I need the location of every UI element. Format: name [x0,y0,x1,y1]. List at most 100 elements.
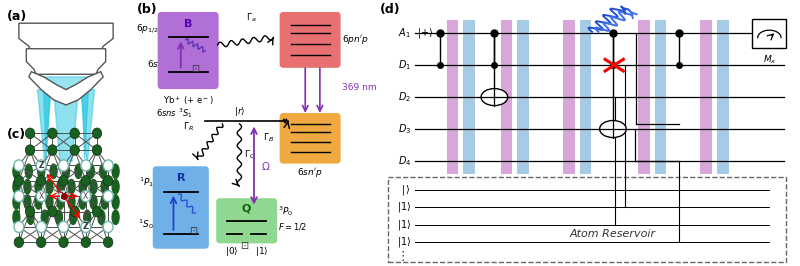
Circle shape [36,221,46,232]
Bar [446,20,458,174]
Bar [654,20,666,174]
Circle shape [48,206,57,217]
Text: Atom Reservoir: Atom Reservoir [570,229,656,239]
Circle shape [81,237,90,248]
FancyBboxPatch shape [158,12,218,89]
Circle shape [38,164,45,178]
Text: (d): (d) [380,3,401,16]
Circle shape [36,190,46,202]
Circle shape [36,160,46,171]
Text: $|{+}\rangle$: $|{+}\rangle$ [418,26,434,40]
Circle shape [90,180,97,194]
Text: (a): (a) [6,10,26,23]
Circle shape [37,237,46,248]
Bar [563,20,574,174]
Circle shape [92,128,102,139]
Circle shape [70,128,79,139]
Circle shape [68,180,75,194]
Circle shape [112,164,119,178]
Text: $\Gamma_B$: $\Gamma_B$ [263,132,274,144]
Circle shape [13,195,20,209]
Circle shape [84,210,90,225]
Circle shape [70,210,77,225]
Text: $\Gamma_R$: $\Gamma_R$ [182,120,194,133]
Polygon shape [82,90,88,159]
Circle shape [62,164,70,178]
Text: $\Gamma_Q$: $\Gamma_Q$ [244,148,256,161]
Circle shape [24,195,31,209]
Circle shape [87,164,94,178]
Text: $6pn'p$: $6pn'p$ [342,34,369,46]
Circle shape [103,160,113,171]
Text: $^3P_0$: $^3P_0$ [278,205,294,218]
Text: (b): (b) [137,3,158,16]
Circle shape [70,206,79,217]
Text: $\Gamma_a$: $\Gamma_a$ [246,11,257,24]
Circle shape [101,195,108,209]
Circle shape [14,237,23,248]
Circle shape [481,89,508,106]
Circle shape [59,176,68,186]
Circle shape [600,120,626,138]
Circle shape [14,176,23,186]
Polygon shape [26,49,106,74]
Circle shape [59,237,68,248]
Circle shape [58,160,69,171]
Circle shape [103,176,113,186]
Circle shape [37,176,46,186]
Circle shape [26,206,34,217]
Polygon shape [54,90,78,161]
Text: $A_1$: $A_1$ [398,26,411,40]
Text: $|r\rangle$: $|r\rangle$ [234,105,246,118]
Circle shape [81,160,91,171]
Circle shape [81,190,91,202]
Text: $|1\rangle$: $|1\rangle$ [255,245,269,258]
Circle shape [35,180,42,194]
Text: $M_x$: $M_x$ [762,53,776,66]
Text: B: B [184,19,192,29]
Circle shape [58,221,69,232]
Circle shape [57,180,64,194]
Text: $F=1/2$: $F=1/2$ [278,221,308,232]
Text: Z: Z [83,222,89,231]
Bar [501,20,512,174]
Text: $6sns\ ^3S_1$: $6sns\ ^3S_1$ [157,106,193,120]
FancyBboxPatch shape [216,198,277,243]
Circle shape [35,195,42,209]
Text: Z: Z [38,161,44,170]
Circle shape [14,221,24,232]
Text: $|1\rangle$: $|1\rangle$ [397,201,411,214]
Circle shape [58,190,69,202]
Circle shape [48,145,57,155]
Circle shape [70,145,79,155]
Text: $6sn'p$: $6sn'p$ [298,166,323,179]
Bar [463,20,475,174]
Circle shape [100,164,106,178]
Text: $|1\rangle$: $|1\rangle$ [397,218,411,232]
Text: $|0\rangle$: $|0\rangle$ [225,245,238,258]
Text: $^1S_0$: $^1S_0$ [138,218,154,231]
Circle shape [103,221,113,232]
Circle shape [13,164,20,178]
Text: $|\,\rangle$: $|\,\rangle$ [402,183,411,197]
Circle shape [112,210,119,225]
Circle shape [90,195,97,209]
Text: $6p_{1/2}$: $6p_{1/2}$ [136,22,159,35]
Text: X: X [38,192,44,201]
Circle shape [26,145,34,155]
Text: Z: Z [38,161,44,170]
Circle shape [101,180,108,194]
Circle shape [48,128,57,139]
Circle shape [79,180,86,194]
Circle shape [98,210,105,225]
Text: Q: Q [242,203,251,214]
Circle shape [103,190,113,202]
Bar [717,20,729,174]
Text: R: R [177,173,185,183]
Text: X: X [61,192,66,201]
Circle shape [26,164,32,178]
Bar [700,20,712,174]
Polygon shape [29,72,103,105]
Bar [518,20,529,174]
Text: $\Omega$: $\Omega$ [262,160,270,172]
